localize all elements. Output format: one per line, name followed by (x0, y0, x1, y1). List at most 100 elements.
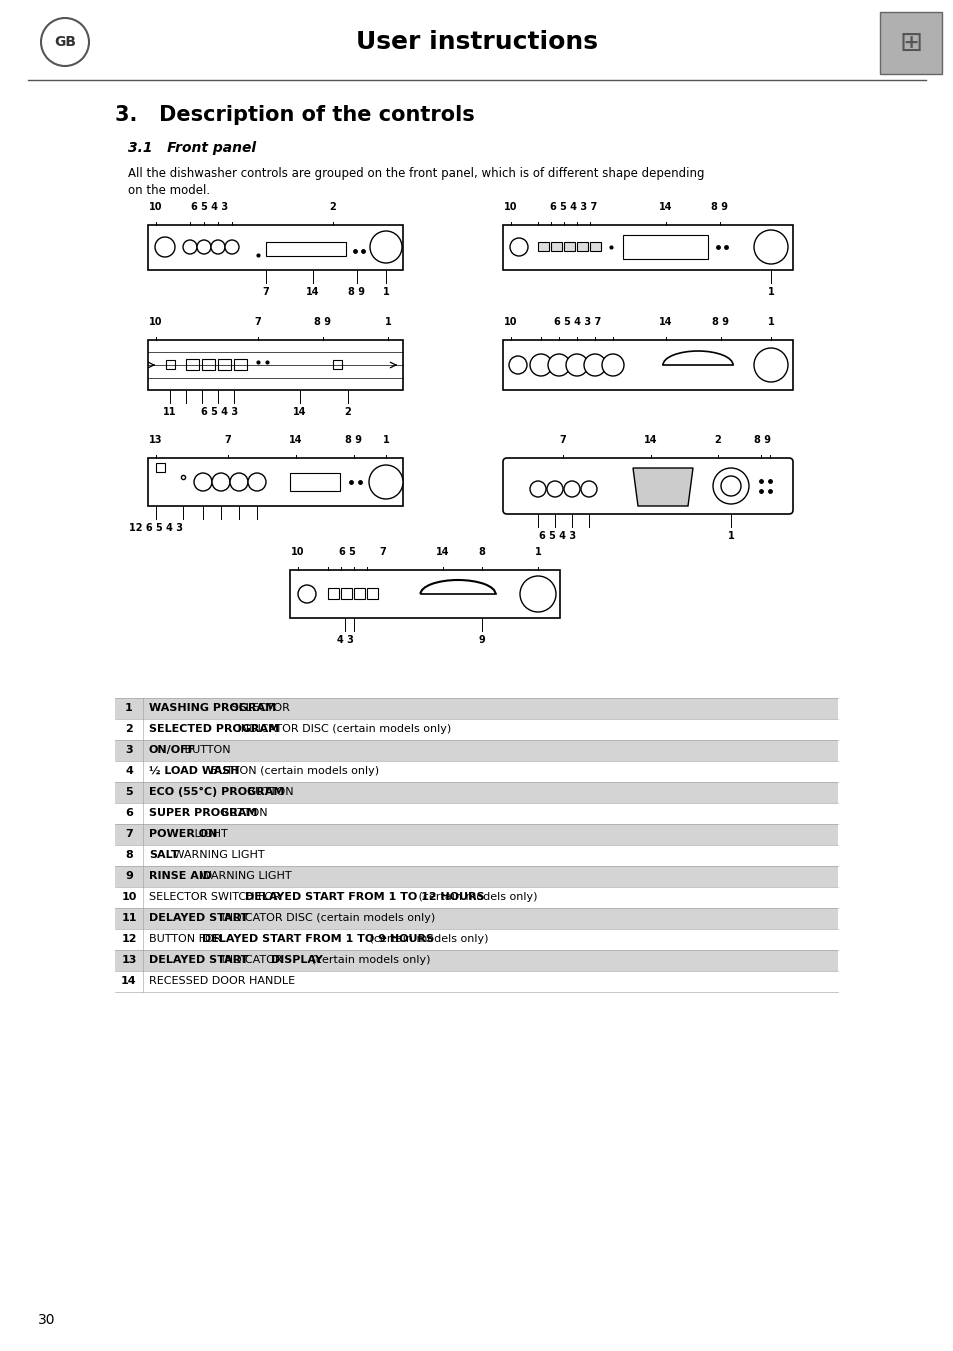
Bar (577, 242, 587, 251)
Text: BUTTON (certain models only): BUTTON (certain models only) (207, 766, 379, 775)
Text: INDICATOR: INDICATOR (217, 955, 286, 965)
Text: 3.   Description of the controls: 3. Description of the controls (115, 105, 475, 126)
Text: 14: 14 (293, 407, 307, 417)
Circle shape (547, 354, 569, 376)
Circle shape (193, 473, 212, 490)
Bar (589, 242, 600, 251)
Text: BUTTON FOR: BUTTON FOR (149, 934, 225, 944)
Circle shape (753, 230, 787, 263)
Circle shape (519, 576, 556, 612)
Text: WARNING LIGHT: WARNING LIGHT (170, 850, 265, 861)
Text: 14: 14 (121, 975, 136, 986)
Bar (563, 242, 575, 251)
Text: 6 5 4 3 7: 6 5 4 3 7 (554, 317, 601, 327)
Circle shape (370, 231, 401, 263)
Bar (148, 458, 402, 507)
Bar (115, 971, 837, 992)
Text: DELAYED START: DELAYED START (149, 955, 248, 965)
Bar (218, 359, 231, 370)
Text: 1: 1 (534, 547, 540, 557)
Text: 2: 2 (125, 724, 132, 734)
Text: 14: 14 (306, 286, 319, 297)
Circle shape (183, 240, 196, 254)
Text: 3: 3 (125, 744, 132, 755)
Text: DELAYED START FROM 1 TO 9 HOURS: DELAYED START FROM 1 TO 9 HOURS (202, 934, 434, 944)
Text: SELECTOR: SELECTOR (229, 703, 290, 713)
Bar (115, 698, 837, 719)
Circle shape (530, 481, 545, 497)
Text: ON/OFF: ON/OFF (149, 744, 196, 755)
Text: 14: 14 (436, 547, 449, 557)
Text: 6 5 4 3: 6 5 4 3 (192, 203, 229, 212)
Text: BUTTON: BUTTON (181, 744, 231, 755)
Bar (115, 802, 837, 824)
Circle shape (563, 481, 579, 497)
Bar (354, 588, 365, 598)
Circle shape (196, 240, 211, 254)
Polygon shape (633, 467, 692, 507)
Text: WARNING LIGHT: WARNING LIGHT (196, 871, 291, 881)
Circle shape (297, 585, 315, 603)
Circle shape (546, 481, 562, 497)
Bar (328, 588, 338, 598)
Text: DELAYED START FROM 1 TO 12 HOURS: DELAYED START FROM 1 TO 12 HOURS (245, 892, 484, 902)
Circle shape (154, 236, 174, 257)
Circle shape (369, 465, 402, 499)
Text: 7: 7 (559, 435, 566, 444)
Text: 6 5 4 3: 6 5 4 3 (201, 407, 238, 417)
Bar (290, 570, 559, 617)
Text: LIGHT: LIGHT (192, 830, 228, 839)
Text: 2: 2 (714, 435, 720, 444)
Text: 8 9: 8 9 (314, 317, 331, 327)
Text: 6 5 4 3: 6 5 4 3 (538, 531, 576, 540)
Text: 6: 6 (125, 808, 132, 817)
Text: 8: 8 (478, 547, 485, 557)
Circle shape (712, 467, 748, 504)
Bar (115, 888, 837, 908)
Bar (367, 588, 377, 598)
Text: 13: 13 (149, 435, 163, 444)
Circle shape (720, 476, 740, 496)
Circle shape (230, 473, 248, 490)
Text: 2: 2 (330, 203, 336, 212)
Text: 8 9: 8 9 (348, 286, 365, 297)
FancyBboxPatch shape (502, 458, 792, 513)
Bar (115, 782, 837, 802)
Text: 2: 2 (344, 407, 351, 417)
Text: 10: 10 (291, 547, 304, 557)
Text: 9: 9 (478, 635, 485, 644)
Circle shape (565, 354, 587, 376)
Bar (115, 740, 837, 761)
Bar (148, 226, 402, 270)
Circle shape (225, 240, 239, 254)
Bar (290, 473, 339, 490)
Text: 10: 10 (504, 317, 517, 327)
Text: 1: 1 (125, 703, 132, 713)
Bar (115, 950, 837, 971)
Text: 8: 8 (125, 850, 132, 861)
Text: 10: 10 (149, 317, 163, 327)
Bar (115, 844, 837, 866)
Text: 1: 1 (382, 286, 389, 297)
Text: BUTTON: BUTTON (244, 788, 294, 797)
Text: 14: 14 (659, 317, 672, 327)
Text: DELAYED START: DELAYED START (149, 913, 248, 923)
Text: GB: GB (54, 35, 76, 49)
Text: 8 9: 8 9 (711, 203, 728, 212)
Text: on the model.: on the model. (128, 184, 210, 196)
Bar (266, 242, 346, 255)
Bar (233, 359, 247, 370)
Text: 10: 10 (149, 203, 163, 212)
Text: 7: 7 (254, 317, 261, 327)
Text: SUPER PROGRAM: SUPER PROGRAM (149, 808, 257, 817)
Text: 11: 11 (121, 913, 136, 923)
Text: INDICATOR DISC (certain models only): INDICATOR DISC (certain models only) (217, 913, 435, 923)
Text: 7: 7 (125, 830, 132, 839)
Text: 13: 13 (121, 955, 136, 965)
Text: ECO (55°C) PROGRAM: ECO (55°C) PROGRAM (149, 788, 284, 797)
Bar (115, 824, 837, 844)
Text: (certain models only): (certain models only) (308, 955, 430, 965)
Text: 7: 7 (379, 547, 386, 557)
Text: 6 5 4 3 7: 6 5 4 3 7 (550, 203, 597, 212)
Circle shape (530, 354, 552, 376)
